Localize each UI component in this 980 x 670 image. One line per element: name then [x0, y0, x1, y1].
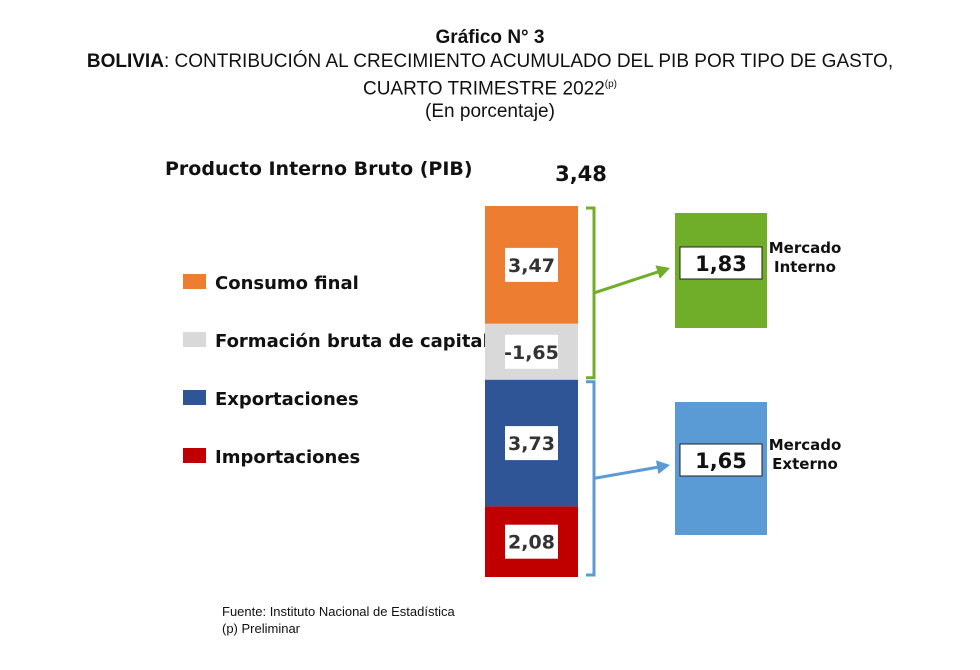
- bar-label-box-0: [505, 247, 558, 282]
- group-value-box-0: [679, 246, 763, 280]
- bar-label-1: -1,65: [504, 342, 559, 364]
- title-country: BOLIVIA: [86, 51, 164, 72]
- group-name-line1-0: Mercado: [769, 239, 842, 257]
- legend-label-0: Consumo final: [215, 273, 359, 294]
- bar-label-3: 2,08: [508, 532, 555, 554]
- figure-number: Gráfico N° 3: [435, 27, 545, 48]
- legend-label-2: Exportaciones: [215, 389, 359, 410]
- group-name-line2-1: Externo: [772, 455, 838, 473]
- chart-units: (En porcentaje): [425, 101, 555, 123]
- source-note: Fuente: Instituto Nacional de Estadístic…: [222, 604, 455, 619]
- stacked-bar: 3,47 -1,65 3,73 2,08: [485, 206, 578, 577]
- group-arrowhead-0: [655, 265, 670, 279]
- chart-footer: Fuente: Instituto Nacional de Estadístic…: [222, 603, 455, 637]
- title-text: : CONTRIBUCIÓN AL CRECIMIENTO ACUMULADO …: [163, 51, 894, 72]
- bar-label-2: 3,73: [508, 433, 555, 455]
- legend-swatch-1: [183, 332, 206, 347]
- group-value-label-1: 1,65: [695, 449, 747, 473]
- group-value-label-0: 1,83: [695, 252, 747, 276]
- group-bracket-1: [586, 380, 596, 577]
- group-arrowhead-1: [655, 460, 670, 475]
- group-value-box-1: [679, 443, 763, 477]
- legend-swatch-0: [183, 274, 206, 289]
- group-arrow-1: [593, 465, 662, 480]
- group-name-line2-0: Interno: [774, 258, 836, 276]
- chart-title-line-2: CUARTO TRIMESTRE 2022(p): [0, 73, 980, 100]
- legend-swatch-2: [183, 390, 206, 405]
- group-name-line1-1: Mercado: [769, 436, 842, 454]
- legend: Consumo final Formación bruta de capital E…: [183, 273, 489, 468]
- chart-header: Gráfico N° 3 BOLIVIA: CONTRIBUCIÓN AL CR…: [0, 26, 980, 123]
- group-bracket-0: [586, 206, 596, 380]
- legend-label-1: Formación bruta de capital: [215, 331, 489, 352]
- chart-subtitle: Producto Interno Bruto (PIB): [165, 158, 473, 180]
- bar-label-box-1: [505, 334, 558, 369]
- total-label: 3,48: [555, 162, 607, 186]
- bar-label-box-3: [505, 524, 558, 559]
- legend-label-3: Importaciones: [215, 447, 360, 468]
- title-period: CUARTO TRIMESTRE 2022: [362, 78, 605, 100]
- chart-title-line-1: BOLIVIA: CONTRIBUCIÓN AL CRECIMIENTO ACU…: [0, 50, 980, 73]
- group-arrow-0: [593, 269, 662, 295]
- bar-label-0: 3,47: [508, 255, 555, 277]
- preliminary-note: (p) Preliminar: [222, 621, 301, 636]
- legend-swatch-3: [183, 448, 206, 463]
- title-superscript: (p): [604, 79, 618, 90]
- bar-label-box-2: [505, 426, 558, 461]
